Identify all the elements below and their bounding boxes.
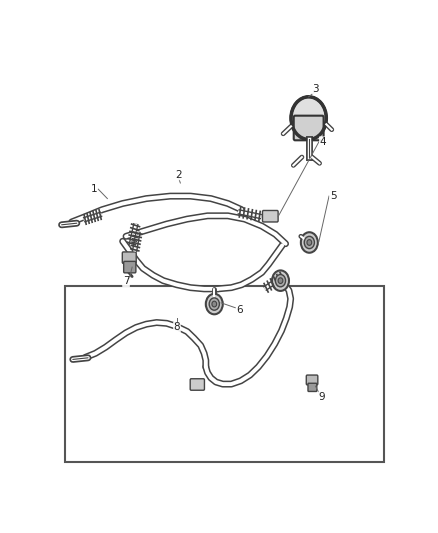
FancyBboxPatch shape bbox=[124, 261, 136, 273]
Text: 7: 7 bbox=[123, 277, 129, 286]
Circle shape bbox=[212, 301, 217, 307]
FancyBboxPatch shape bbox=[262, 211, 278, 222]
Circle shape bbox=[209, 298, 219, 310]
Text: 4: 4 bbox=[320, 137, 326, 147]
FancyBboxPatch shape bbox=[122, 252, 136, 263]
Circle shape bbox=[307, 240, 312, 245]
Circle shape bbox=[291, 97, 326, 140]
Bar bbox=[65, 286, 384, 462]
Circle shape bbox=[304, 236, 314, 249]
FancyBboxPatch shape bbox=[190, 379, 205, 390]
Text: 8: 8 bbox=[173, 322, 180, 333]
Text: 1: 1 bbox=[91, 184, 97, 194]
Circle shape bbox=[206, 294, 223, 314]
Circle shape bbox=[301, 232, 318, 253]
Circle shape bbox=[272, 270, 289, 291]
FancyBboxPatch shape bbox=[294, 116, 324, 140]
FancyBboxPatch shape bbox=[306, 375, 318, 385]
Circle shape bbox=[276, 274, 286, 287]
Text: 6: 6 bbox=[237, 305, 243, 315]
Text: 3: 3 bbox=[312, 84, 319, 94]
Text: 5: 5 bbox=[330, 191, 336, 201]
Text: 9: 9 bbox=[318, 392, 325, 402]
FancyBboxPatch shape bbox=[308, 383, 317, 391]
Circle shape bbox=[278, 278, 283, 284]
Text: 2: 2 bbox=[175, 170, 182, 180]
